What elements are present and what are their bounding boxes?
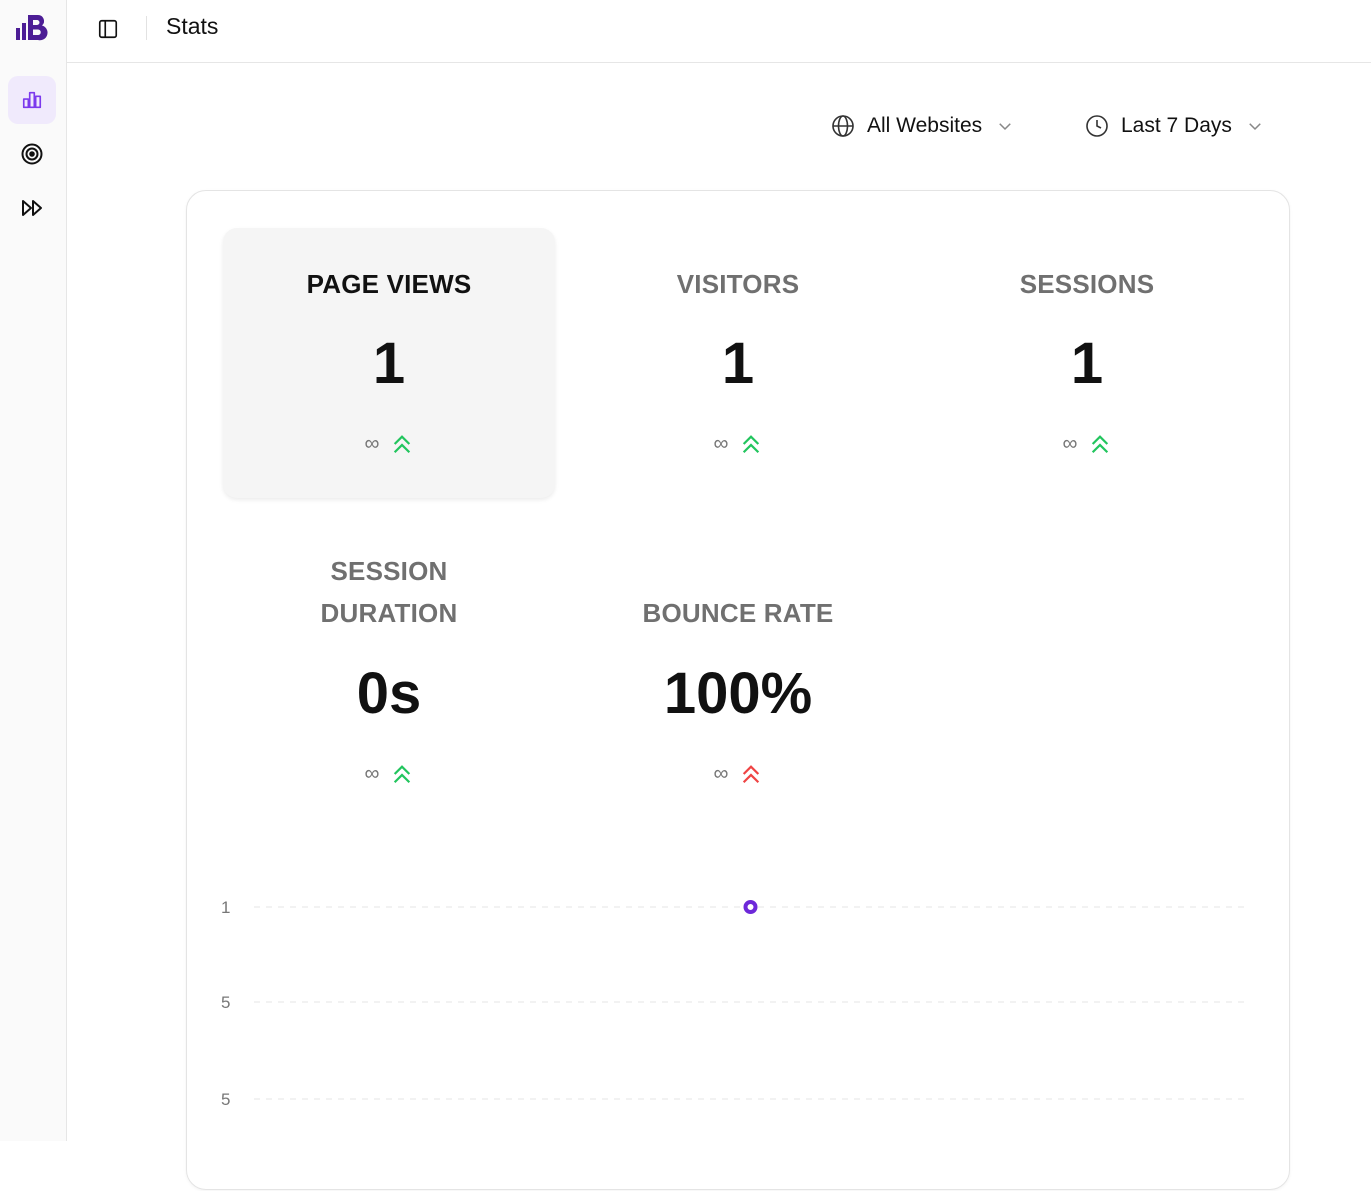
stat-change: ∞ — [921, 431, 1253, 457]
website-filter-dropdown[interactable]: All Websites — [831, 110, 1014, 142]
stat-label: VISITORS — [676, 269, 800, 299]
stat-change: ∞ — [223, 431, 555, 457]
chevron-down-icon — [999, 123, 1011, 131]
stat-label: PAGE VIEWS — [306, 269, 472, 299]
double-chevron-up-icon — [743, 435, 760, 454]
stat-sessions[interactable]: SESSIONS 1 ∞ — [921, 228, 1253, 498]
change-value: ∞ — [713, 432, 729, 455]
bar-chart-icon — [22, 91, 42, 109]
y-tick-label: 1 — [221, 898, 230, 917]
stat-value: 1 — [372, 331, 406, 396]
double-chevron-up-icon — [394, 435, 411, 454]
stat-change: ∞ — [223, 761, 555, 787]
top-bar: Stats — [67, 0, 1371, 63]
clock-icon — [1086, 115, 1108, 137]
divider — [146, 16, 147, 40]
sidebar — [0, 0, 67, 1141]
sidebar-item-goals[interactable] — [8, 130, 56, 178]
chevron-down-icon — [1249, 123, 1261, 131]
stats-chart: 1 5 5 — [221, 898, 1247, 1109]
change-value: ∞ — [1062, 432, 1078, 455]
change-value: ∞ — [364, 432, 380, 455]
globe-icon — [832, 115, 854, 137]
date-range-label: Last 7 Days — [1121, 114, 1232, 137]
change-value: ∞ — [713, 762, 729, 785]
stat-value: 0s — [356, 661, 422, 726]
sidebar-item-forward[interactable] — [8, 184, 56, 232]
website-filter-label: All Websites — [867, 114, 983, 137]
double-chevron-up-icon — [394, 765, 411, 784]
data-point[interactable] — [743, 900, 758, 914]
stat-visitors[interactable]: VISITORS 1 ∞ — [572, 228, 904, 498]
y-tick-label: 5 — [221, 1090, 230, 1109]
target-icon — [21, 143, 43, 165]
double-chevron-up-icon — [743, 765, 760, 784]
stats-card: PAGE VIEWS 1 ∞ VISITORS 1 ∞ SESSIONS 1 ∞ — [186, 190, 1290, 1190]
stat-page-views[interactable]: PAGE VIEWS 1 ∞ — [223, 228, 555, 498]
stat-change: ∞ — [572, 761, 904, 787]
stat-session-duration[interactable]: SESSION DURATION 0s ∞ — [223, 516, 555, 786]
app-logo[interactable] — [14, 12, 50, 44]
stat-value: 1 — [721, 331, 755, 396]
y-tick-label: 5 — [221, 993, 230, 1012]
stat-label-line2: DURATION — [320, 598, 458, 628]
stat-label-line1: SESSION — [330, 556, 448, 586]
stat-label: SESSIONS — [1019, 269, 1155, 299]
sidebar-item-stats[interactable] — [8, 76, 56, 124]
page-title: Stats — [166, 13, 219, 39]
date-range-dropdown[interactable]: Last 7 Days — [1085, 110, 1264, 142]
sidebar-panel-icon — [98, 19, 118, 39]
fast-forward-icon — [22, 200, 42, 216]
stat-value: 1 — [1070, 331, 1104, 396]
sidebar-toggle-button[interactable] — [91, 14, 125, 44]
stat-bounce-rate[interactable]: BOUNCE RATE 100% ∞ — [572, 516, 904, 786]
stat-value: 100% — [663, 661, 813, 726]
double-chevron-up-icon — [1092, 435, 1109, 454]
change-value: ∞ — [364, 762, 380, 785]
stat-label: BOUNCE RATE — [642, 598, 834, 628]
stat-change: ∞ — [572, 431, 904, 457]
